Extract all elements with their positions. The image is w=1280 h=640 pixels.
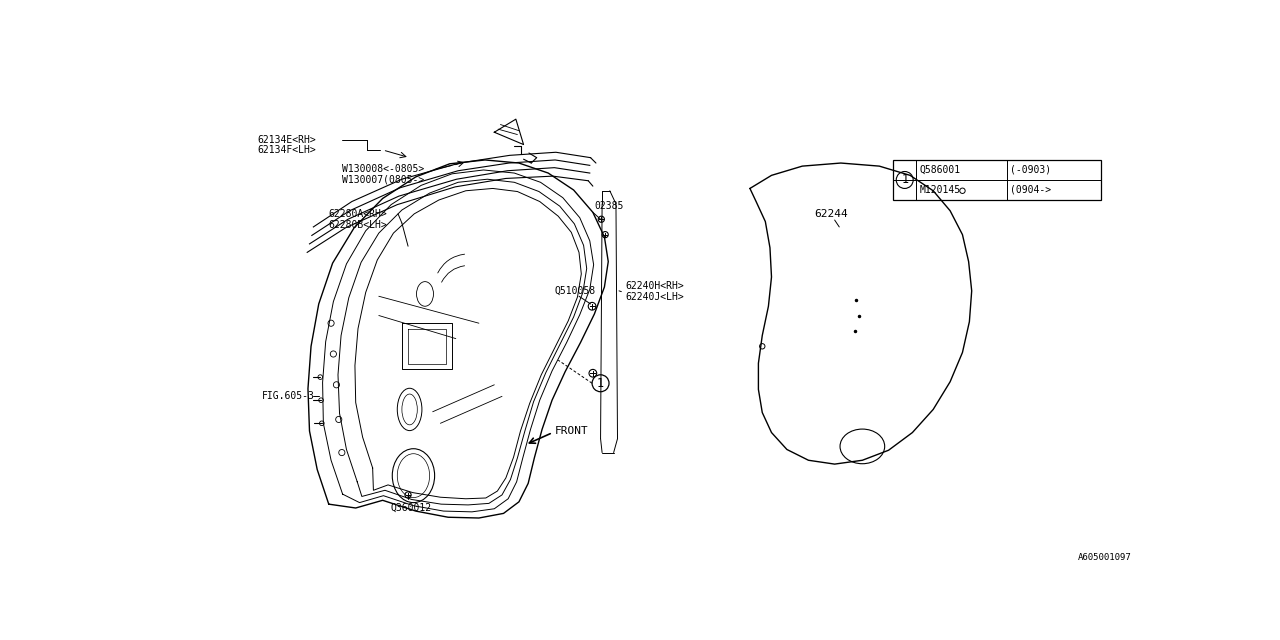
Text: Q510058: Q510058 <box>554 286 595 296</box>
Text: 62134E<RH>: 62134E<RH> <box>257 135 316 145</box>
Text: W130007(0805->: W130007(0805-> <box>342 174 424 184</box>
Text: Q586001: Q586001 <box>919 164 960 175</box>
Text: (0904->: (0904-> <box>1010 184 1051 195</box>
Text: Q360012: Q360012 <box>390 503 431 513</box>
Text: FRONT: FRONT <box>554 426 588 436</box>
Text: 1: 1 <box>596 377 604 390</box>
Text: 62280B<LH>: 62280B<LH> <box>329 220 388 230</box>
Text: 62134F<LH>: 62134F<LH> <box>257 145 316 155</box>
Text: FIG.605-3: FIG.605-3 <box>262 391 315 401</box>
Text: M120145: M120145 <box>919 184 960 195</box>
Bar <box>893 160 1101 200</box>
Text: 62240H<RH>: 62240H<RH> <box>625 281 684 291</box>
Text: (-0903): (-0903) <box>1010 164 1051 175</box>
Text: A605001097: A605001097 <box>1078 553 1132 562</box>
Text: W130008<-0805>: W130008<-0805> <box>342 164 424 174</box>
Text: 62280A<RH>: 62280A<RH> <box>329 209 388 219</box>
Text: 02385: 02385 <box>594 201 623 211</box>
Text: 62240J<LH>: 62240J<LH> <box>625 292 684 302</box>
Text: 62244: 62244 <box>814 209 847 219</box>
Text: 1: 1 <box>901 173 909 186</box>
